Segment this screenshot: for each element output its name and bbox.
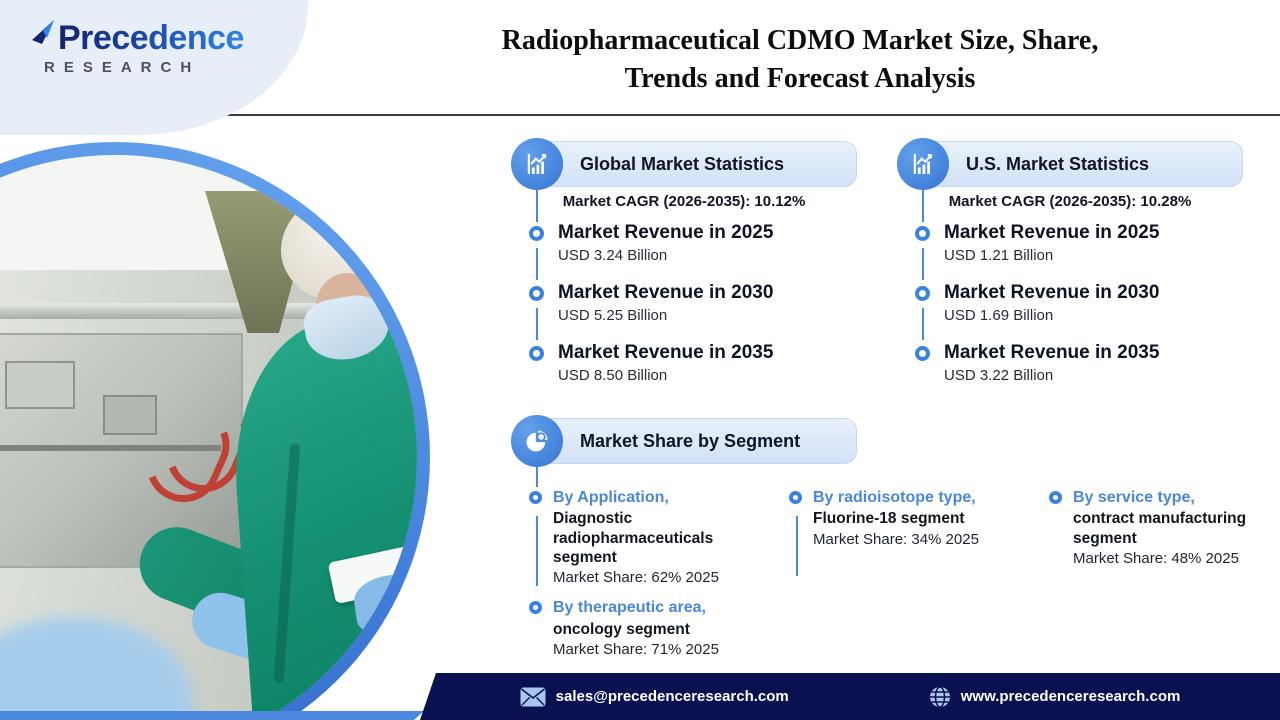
footer-website-text: www.precedenceresearch.com: [960, 688, 1181, 705]
bullet-icon: [915, 346, 930, 361]
technician-gown: [225, 308, 417, 720]
pie-chart-icon: [511, 415, 563, 467]
segment-item-application: By Application, Diagnostic radiopharmace…: [511, 488, 736, 586]
machinery-rod: [0, 445, 221, 451]
segment-share: Market Share: 48% 2025: [1073, 549, 1239, 567]
segment-by-label: By service type,: [1073, 489, 1195, 506]
connector-line: [922, 248, 924, 280]
segment-share: Market Share: 62% 2025: [553, 569, 719, 587]
bar-chart-icon: [897, 138, 949, 190]
stat-value: USD 3.22 Billion: [944, 366, 1054, 384]
segment-name: Diagnostic radiopharmaceuticals segment: [553, 510, 714, 566]
foreground-glove-blur: [0, 617, 193, 720]
market-share-section: Market Share by Segment: [511, 415, 857, 467]
segment-share: Market Share: 71% 2025: [553, 640, 719, 658]
connector-line: [922, 308, 924, 340]
segment-name: oncology segment: [553, 620, 690, 638]
page-title-line2: Trends and Forecast Analysis: [624, 62, 976, 94]
segment-by-label: By radioisotope type,: [813, 489, 976, 506]
us-stat-item: Market Revenue in 2025 USD 1.21 Billion: [897, 222, 1243, 264]
stat-label: Market Revenue in 2025: [944, 222, 1160, 243]
segment-name: contract manufacturing segment: [1073, 510, 1247, 547]
stat-label: Market Revenue in 2035: [558, 342, 774, 363]
bullet-icon: [915, 226, 930, 241]
bullet-icon: [529, 601, 542, 615]
connector-line: [536, 467, 538, 487]
bullet-icon: [789, 491, 802, 504]
global-stat-item: Market Revenue in 2030 USD 5.25 Billion: [511, 282, 857, 324]
segment-share: Market Share: 34% 2025: [813, 530, 979, 548]
stat-label: Market Revenue in 2025: [558, 222, 774, 243]
footer-bar: sales@precedenceresearch.com www.precede…: [420, 673, 1280, 720]
connector-line: [536, 308, 538, 340]
stat-label: Market Revenue in 2030: [944, 282, 1160, 303]
bullet-icon: [529, 346, 544, 361]
us-stats-header: U.S. Market Statistics: [897, 138, 1243, 190]
stat-label: Market Revenue in 2035: [944, 342, 1160, 363]
mail-icon: [520, 687, 546, 706]
connector-line: [922, 190, 924, 222]
brand-name: Precedence: [58, 19, 244, 57]
us-stat-item: Market Revenue in 2030 USD 1.69 Billion: [897, 282, 1243, 324]
footer-email-link[interactable]: sales@precedenceresearch.com: [520, 687, 789, 707]
segment-column-2: By radioisotope type, Fluorine-18 segmen…: [771, 488, 1021, 548]
connector-line: [536, 190, 538, 222]
segment-column-1: By Application, Diagnostic radiopharmace…: [511, 488, 736, 658]
global-stats-header: Global Market Statistics: [511, 138, 857, 190]
connector-line: [536, 248, 538, 280]
segment-item-radioisotope-type: By radioisotope type, Fluorine-18 segmen…: [771, 488, 1021, 548]
segment-name: Fluorine-18 segment: [813, 510, 965, 528]
global-cagr: Market CAGR (2026-2035): 10.12%: [562, 193, 806, 210]
bullet-icon: [915, 286, 930, 301]
stat-value: USD 1.69 Billion: [944, 306, 1054, 324]
segment-item-service-type: By service type, contract manufacturing …: [1031, 488, 1280, 567]
segment-column-3: By service type, contract manufacturing …: [1031, 488, 1280, 567]
global-stats-heading: Global Market Statistics: [537, 141, 857, 187]
logo: Precedence: [30, 19, 308, 57]
brand-subtitle: RESEARCH: [44, 59, 201, 77]
bottom-accent-strip: [0, 711, 424, 720]
global-stats-section: Global Market Statistics Market CAGR (20…: [511, 138, 857, 384]
bullet-icon: [529, 491, 542, 504]
footer-website-link[interactable]: www.precedenceresearch.com: [929, 685, 1181, 708]
gown-fold: [273, 443, 301, 684]
bullet-icon: [1049, 491, 1062, 504]
segment-by-label: By therapeutic area,: [553, 599, 706, 617]
stat-value: USD 8.50 Billion: [558, 366, 668, 384]
global-stat-item: Market Revenue in 2035 USD 8.50 Billion: [511, 342, 857, 384]
segment-by-label: By Application,: [553, 489, 669, 506]
stat-value: USD 1.21 Billion: [944, 246, 1054, 264]
lab-photo: [0, 155, 417, 720]
us-stats-heading: U.S. Market Statistics: [923, 141, 1243, 187]
page-title-line1: Radiopharmaceutical CDMO Market Size, Sh…: [501, 25, 1099, 56]
segment-item-therapeutic-area: By therapeutic area, oncology segment Ma…: [511, 598, 736, 658]
market-share-header: Market Share by Segment: [511, 415, 857, 467]
us-cagr: Market CAGR (2026-2035): 10.28%: [948, 193, 1192, 210]
global-stat-item: Market Revenue in 2025 USD 3.24 Billion: [511, 222, 857, 264]
photo-frame-ring: [0, 142, 430, 720]
connector-line: [536, 516, 538, 586]
paper-plane-icon: [32, 20, 54, 44]
bullet-icon: [529, 286, 544, 301]
market-share-heading: Market Share by Segment: [537, 418, 857, 464]
bullet-icon: [529, 226, 544, 241]
globe-icon: [929, 685, 950, 708]
stat-value: USD 3.24 Billion: [558, 246, 668, 264]
connector-line: [796, 516, 798, 576]
bar-chart-icon: [511, 138, 563, 190]
stat-value: USD 5.25 Billion: [558, 306, 668, 324]
page-title: Radiopharmaceutical CDMO Market Size, Sh…: [330, 22, 1270, 98]
us-stats-section: U.S. Market Statistics Market CAGR (2026…: [897, 138, 1243, 384]
machinery-box: [103, 395, 157, 435]
us-stat-item: Market Revenue in 2035 USD 3.22 Billion: [897, 342, 1243, 384]
machinery-box: [5, 361, 75, 409]
footer-email-text: sales@precedenceresearch.com: [555, 688, 789, 705]
stat-label: Market Revenue in 2030: [558, 282, 774, 303]
machinery-block: [0, 333, 243, 568]
